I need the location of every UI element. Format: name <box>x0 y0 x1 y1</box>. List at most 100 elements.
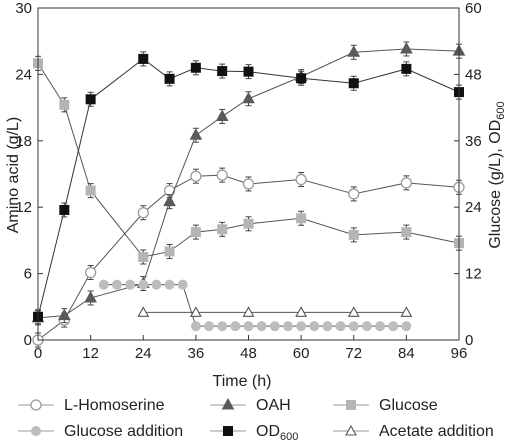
data-point <box>204 321 215 332</box>
data-point <box>85 185 96 196</box>
data-point <box>295 306 308 317</box>
data-point <box>400 177 413 189</box>
data-point <box>243 218 254 229</box>
legend-label: Glucose addition <box>64 423 183 440</box>
data-point <box>348 229 359 240</box>
data-point <box>217 224 228 235</box>
data-point <box>215 109 229 121</box>
legend-label-text: OAH <box>256 397 291 414</box>
data-point <box>242 178 255 190</box>
legend-label: OD600 <box>256 423 298 443</box>
data-point <box>138 252 149 262</box>
data-point <box>401 227 412 238</box>
y-right-tick-label: 60 <box>465 0 482 17</box>
data-point <box>322 321 333 332</box>
data-point <box>164 73 175 84</box>
y-left-tick-label: 0 <box>24 332 32 349</box>
legend-item-glucose: Glucose <box>333 397 438 414</box>
data-point <box>177 279 188 290</box>
series-acetate-addition <box>137 306 413 317</box>
legend-item-od: OD600 <box>210 423 298 443</box>
y-axis-right-label-main: Glucose (g/L), OD <box>487 120 504 249</box>
data-point <box>190 62 201 73</box>
legend-item-glucose-addition: Glucose addition <box>18 423 183 440</box>
y-left-tick-label: 6 <box>24 266 32 283</box>
legend-label-text: Glucose <box>379 397 438 414</box>
y-left-tick-label: 24 <box>15 66 32 83</box>
x-tick-label: 60 <box>293 345 310 362</box>
data-point <box>111 279 122 290</box>
y-right-tick-label: 36 <box>465 133 482 150</box>
data-point <box>138 53 149 64</box>
data-point <box>164 246 175 257</box>
legend-label: Glucose <box>379 397 438 414</box>
legend-label-text: Glucose addition <box>64 423 183 440</box>
data-point <box>163 194 176 207</box>
data-point <box>295 173 307 186</box>
data-point <box>401 63 412 74</box>
data-point <box>375 321 386 332</box>
data-point <box>98 279 109 290</box>
series-glucose-addition <box>98 279 412 332</box>
series-line <box>37 58 460 317</box>
legend-marker <box>31 426 41 436</box>
x-tick-label: 36 <box>188 345 205 362</box>
data-point <box>59 99 70 110</box>
series-glucose <box>33 55 464 265</box>
legend-label-text: OD <box>256 423 280 440</box>
legend-marker <box>345 424 357 436</box>
data-point <box>400 41 413 54</box>
data-point <box>190 227 201 238</box>
x-tick-label: 48 <box>240 345 257 362</box>
legend-label-text: L-Homoserine <box>64 397 165 414</box>
data-point <box>243 321 254 332</box>
data-point <box>242 91 255 104</box>
x-axis-label: Time (h) <box>213 373 272 390</box>
series-line <box>37 63 460 258</box>
legend-item-acetate-addition: Acetate addition <box>333 423 494 440</box>
data-point <box>151 279 162 290</box>
series-l-homoserine <box>32 167 465 348</box>
legend-label: L-Homoserine <box>64 397 165 414</box>
data-point <box>85 94 96 105</box>
x-tick-label: 24 <box>135 345 152 362</box>
y-right-tick-label: 24 <box>465 199 482 216</box>
data-point <box>361 321 372 332</box>
legend-label-text: Acetate addition <box>379 423 494 440</box>
data-point <box>217 321 228 332</box>
data-point <box>401 321 412 332</box>
series-layer <box>31 41 466 348</box>
data-point <box>190 321 201 332</box>
legend-marker <box>30 399 42 411</box>
data-point <box>296 73 307 84</box>
y-axis-right-label: Glucose (g/L), OD600 <box>487 101 507 248</box>
data-point <box>400 306 413 317</box>
data-point <box>137 207 149 219</box>
y-left-tick-label: 30 <box>15 0 32 17</box>
y-axis-left-label: Amino acid (g/L) <box>5 117 22 234</box>
data-point <box>230 321 241 332</box>
data-point <box>335 321 346 332</box>
y-right-tick-label: 48 <box>465 66 482 83</box>
data-point <box>138 279 149 290</box>
x-tick-label: 96 <box>451 345 468 362</box>
data-point <box>243 66 254 77</box>
data-point <box>282 321 293 332</box>
y-right-tick-label: 12 <box>465 266 482 283</box>
data-point <box>388 321 399 332</box>
data-point <box>59 204 70 215</box>
legend-label: OAH <box>256 397 291 414</box>
data-point <box>348 321 359 332</box>
data-point <box>217 66 228 77</box>
data-point <box>296 321 307 332</box>
x-tick-label: 84 <box>398 345 415 362</box>
data-point <box>189 306 202 317</box>
data-point <box>164 279 175 290</box>
data-point <box>347 306 360 317</box>
legend-marker <box>223 426 233 436</box>
data-point <box>125 279 136 290</box>
data-point <box>137 306 150 317</box>
